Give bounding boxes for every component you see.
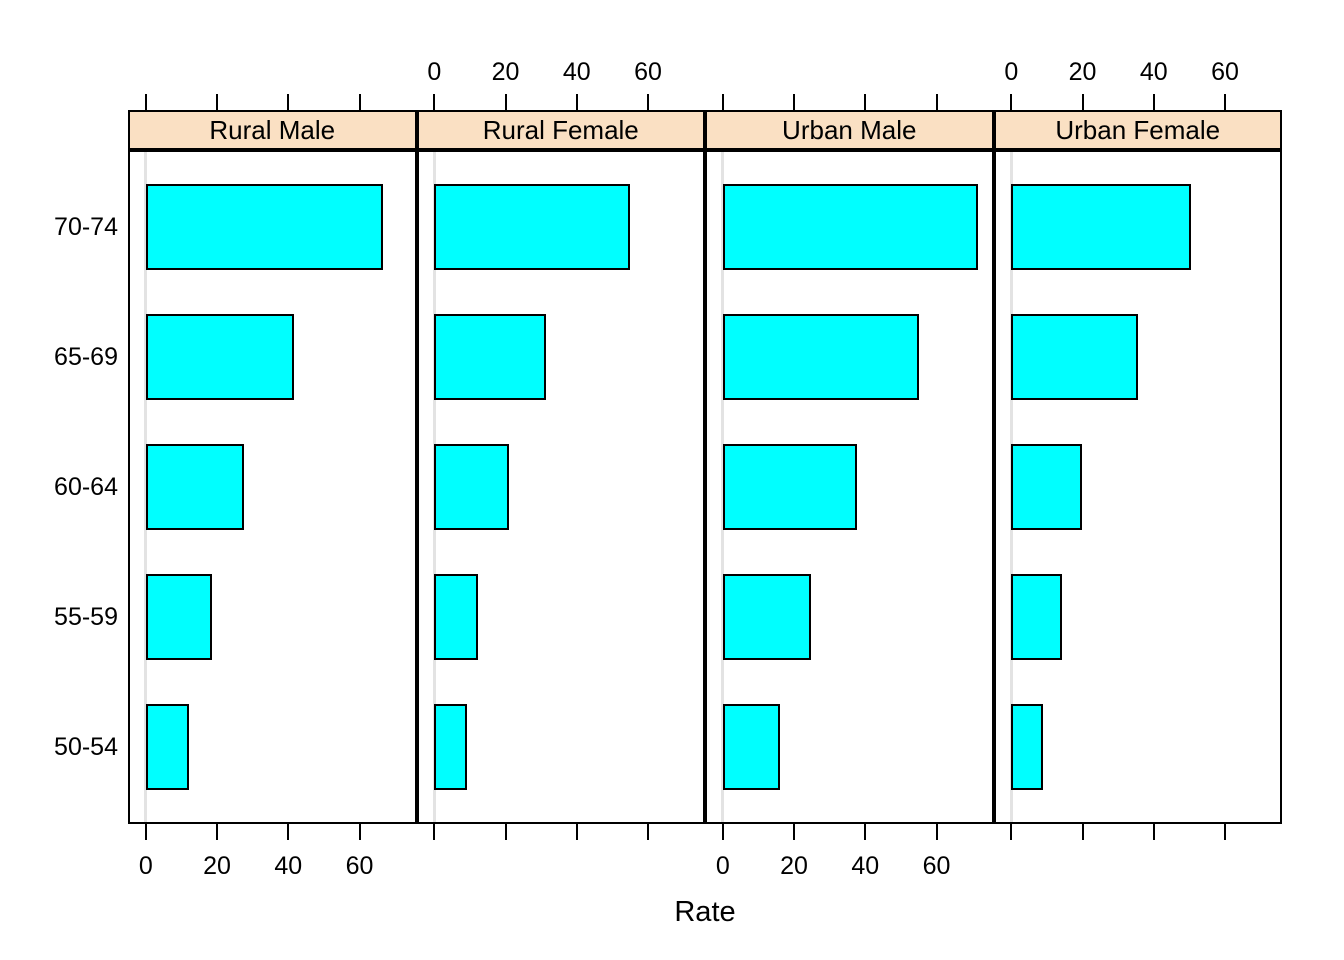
x-axis-tick-top	[647, 94, 649, 110]
x-axis-tick-bottom	[721, 824, 724, 840]
x-axis-tick-top	[287, 94, 290, 110]
x-axis-tick-bottom	[433, 824, 436, 840]
x-axis-tick-top	[721, 94, 724, 110]
panel-strip: Rural Male	[128, 110, 417, 150]
bar	[722, 443, 857, 530]
x-axis-tick-bottom	[935, 824, 938, 840]
bar	[1011, 573, 1062, 660]
bar	[145, 313, 294, 400]
x-axis-tick-label-top: 60	[1211, 58, 1239, 86]
panel-body	[416, 150, 705, 824]
bar	[434, 443, 509, 530]
x-axis-tick-top	[358, 94, 361, 110]
x-axis-tick-top	[1081, 94, 1084, 110]
bar	[722, 573, 812, 660]
x-axis-tick-bottom	[144, 824, 147, 840]
x-axis-tick-label-bottom: 40	[274, 852, 303, 880]
panel-strip: Urban Female	[993, 110, 1282, 150]
bar	[1011, 183, 1192, 270]
x-axis-tick-label-bottom: 0	[715, 852, 730, 880]
y-axis-category-label: 65-69	[54, 342, 118, 371]
y-axis-category-label: 55-59	[54, 602, 118, 631]
x-axis-tick-bottom	[793, 824, 796, 840]
x-axis-tick-bottom	[358, 824, 361, 840]
y-axis-category-label: 60-64	[54, 472, 118, 501]
x-axis-tick-top	[504, 94, 507, 110]
panel-body	[993, 150, 1282, 824]
x-axis-tick-label-bottom: 20	[780, 852, 808, 880]
panel-strip-label: Urban Female	[1055, 115, 1221, 145]
bar	[722, 183, 979, 270]
x-axis-tick-bottom	[504, 824, 507, 840]
x-axis-tick-top	[1010, 94, 1013, 110]
x-axis-tick-top	[144, 94, 147, 110]
panel-strip: Urban Male	[705, 110, 994, 150]
bar	[1011, 443, 1083, 530]
y-axis-category-label: 50-54	[54, 732, 118, 761]
panel-strip-label: Rural Male	[209, 115, 336, 145]
x-axis-tick-bottom	[1081, 824, 1084, 840]
panel-strip: Rural Female	[416, 110, 705, 150]
x-axis-tick-top	[433, 94, 436, 110]
x-axis-tick-label-top: 0	[1004, 58, 1019, 86]
x-axis-tick-top	[935, 94, 938, 110]
bar	[145, 703, 190, 790]
bar	[434, 313, 547, 400]
panel-body	[128, 150, 417, 824]
bar	[434, 703, 468, 790]
x-axis-tick-top	[1152, 94, 1155, 110]
x-axis-tick-bottom	[575, 824, 578, 840]
x-axis-tick-label-top: 20	[1068, 58, 1097, 86]
bar	[1011, 313, 1139, 400]
x-axis-tick-top	[864, 94, 867, 110]
bar	[145, 573, 213, 660]
x-axis-tick-label-top: 40	[562, 58, 591, 86]
x-axis-tick-label-bottom: 60	[345, 852, 374, 880]
bar	[145, 443, 244, 530]
x-axis-tick-bottom	[864, 824, 867, 840]
x-axis-tick-bottom	[1152, 824, 1155, 840]
bar	[1011, 703, 1044, 790]
x-axis-tick-label-top: 40	[1139, 58, 1168, 86]
bar	[434, 183, 630, 270]
x-axis-title: Rate	[674, 896, 736, 928]
x-axis-tick-label-bottom: 60	[922, 852, 951, 880]
x-axis-tick-label-top: 20	[491, 58, 520, 86]
bar	[722, 313, 920, 400]
panel-strip-label: Rural Female	[482, 115, 639, 145]
x-axis-tick-top	[216, 94, 219, 110]
y-axis-category-label: 70-74	[54, 212, 118, 241]
x-axis-tick-bottom	[287, 824, 290, 840]
x-axis-tick-top	[1224, 94, 1226, 110]
x-axis-tick-top	[575, 94, 578, 110]
bar	[434, 573, 478, 660]
panel-body	[705, 150, 994, 824]
bar	[722, 703, 780, 790]
x-axis-tick-bottom	[647, 824, 649, 840]
x-axis-tick-top	[793, 94, 796, 110]
x-axis-tick-bottom	[1010, 824, 1013, 840]
panel-strip-label: Urban Male	[782, 115, 917, 145]
bar	[145, 183, 383, 270]
x-axis-tick-label-top: 0	[427, 58, 442, 86]
x-axis-tick-label-top: 60	[634, 58, 662, 86]
x-axis-tick-bottom	[216, 824, 219, 840]
x-axis-tick-bottom	[1224, 824, 1226, 840]
x-axis-tick-label-bottom: 0	[138, 852, 153, 880]
x-axis-tick-label-bottom: 40	[851, 852, 880, 880]
x-axis-tick-label-bottom: 20	[203, 852, 231, 880]
